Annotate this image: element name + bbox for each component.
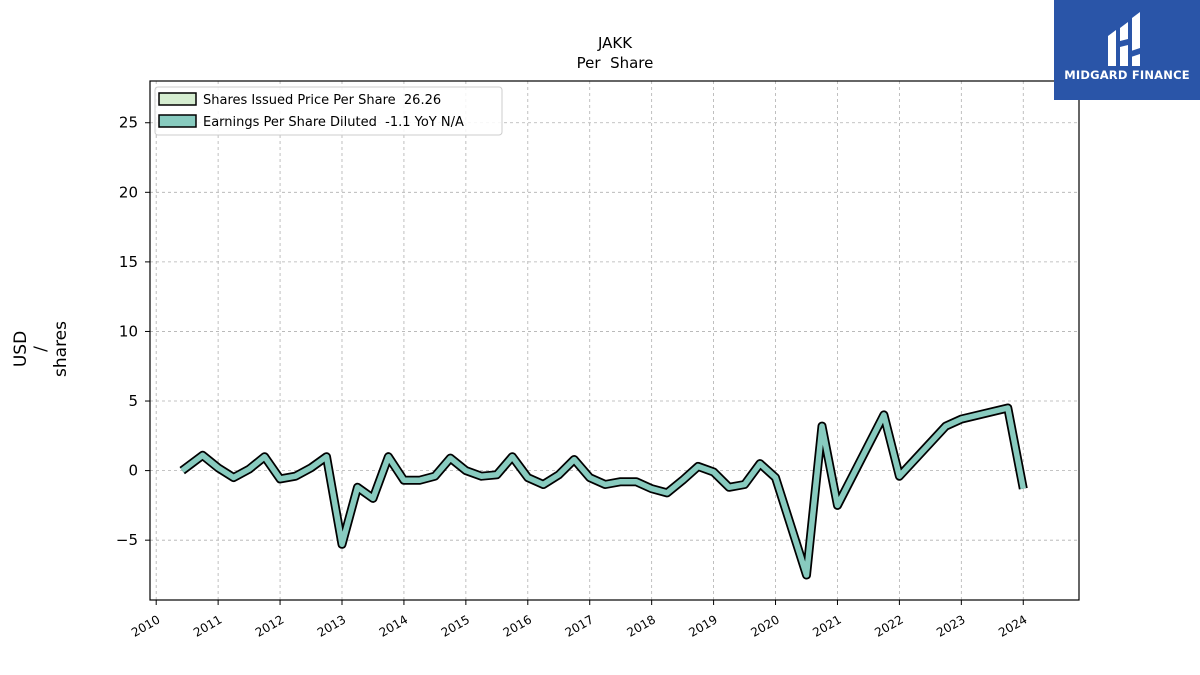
y-axis-label-line-3: shares bbox=[51, 321, 71, 377]
x-axis-ticks: 2010 2011 2012 2013 2014 2015 2016 2017 2018 2019… bbox=[129, 600, 1030, 640]
x-tick-label: 2019 bbox=[686, 612, 719, 639]
x-tick-label: 2022 bbox=[872, 612, 905, 639]
eps-series-outline bbox=[179, 403, 1028, 580]
midgard-logo-mark-icon bbox=[1108, 12, 1140, 66]
x-tick-label: 2014 bbox=[377, 612, 410, 639]
y-tick-label: 0 bbox=[128, 462, 138, 480]
y-tick-label: 15 bbox=[119, 253, 138, 271]
x-tick-label: 2012 bbox=[253, 612, 286, 639]
x-tick-label: 2021 bbox=[810, 612, 843, 639]
legend-box bbox=[154, 86, 503, 136]
y-tick-label: −5 bbox=[116, 531, 138, 549]
y-tick-label: 25 bbox=[119, 114, 138, 132]
y-axis-label-line-1: USD bbox=[11, 331, 31, 367]
x-tick-label: 2015 bbox=[439, 612, 472, 639]
x-tick-label: 2010 bbox=[129, 612, 162, 639]
x-tick-label: 2016 bbox=[501, 612, 534, 639]
y-tick-label: 5 bbox=[128, 392, 138, 410]
y-axis-label: USD / shares bbox=[11, 321, 71, 377]
legend-swatch-shares-issued-price bbox=[158, 92, 197, 106]
x-tick-label: 2011 bbox=[191, 612, 224, 639]
plot-frame bbox=[149, 80, 1080, 601]
legend-label-shares-issued-price: Shares Issued Price Per Share 26.26 bbox=[203, 93, 441, 108]
series-layer bbox=[179, 403, 1028, 580]
grid-lines bbox=[150, 81, 1079, 600]
x-tick-label: 2020 bbox=[748, 612, 781, 639]
x-tick-label: 2018 bbox=[625, 612, 658, 639]
x-tick-label: 2023 bbox=[934, 612, 967, 639]
eps-series-line bbox=[180, 405, 1027, 578]
legend-label-eps-diluted: Earnings Per Share Diluted -1.1 YoY N/A bbox=[203, 115, 464, 130]
y-tick-label: 10 bbox=[119, 322, 138, 340]
y-axis-label-line-2: / bbox=[31, 346, 51, 352]
x-tick-label: 2013 bbox=[315, 612, 348, 639]
chart-subtitle: Per Share bbox=[577, 54, 654, 72]
y-axis-ticks: −5 0 5 10 15 20 25 bbox=[116, 114, 150, 549]
midgard-finance-logo: MIDGARD FINANCE bbox=[1054, 0, 1200, 100]
legend: Shares Issued Price Per Share 26.26 Earn… bbox=[154, 86, 503, 136]
x-tick-label: 2024 bbox=[996, 612, 1029, 639]
brand-name: MIDGARD FINANCE bbox=[1064, 68, 1190, 82]
legend-swatch-eps-diluted bbox=[158, 114, 197, 128]
chart-title: JAKK bbox=[597, 34, 633, 52]
y-tick-label: 20 bbox=[119, 183, 138, 201]
x-tick-label: 2017 bbox=[563, 612, 596, 639]
